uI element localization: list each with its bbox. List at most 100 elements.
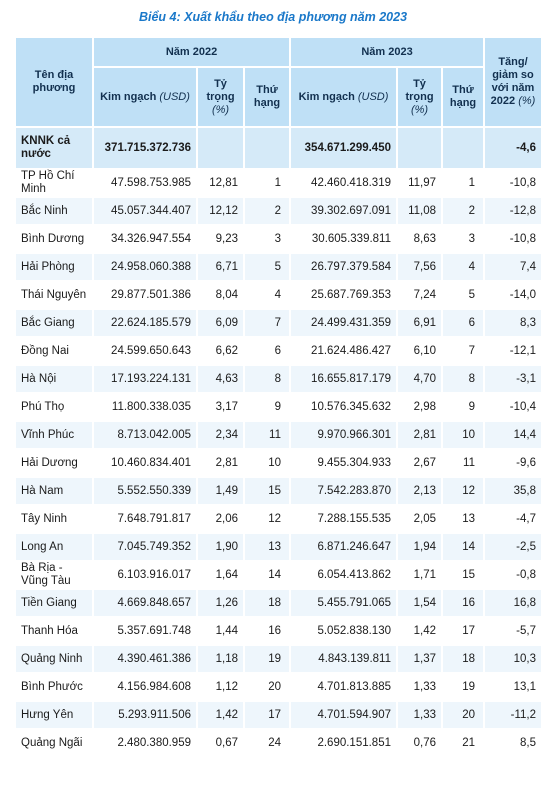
export-value-cell: 5.052.838.130 <box>289 616 398 646</box>
rank-cell: 10 <box>441 420 485 450</box>
table-row: Hà Nội 17.193.224.131 4,63 8 16.655.817.179 4… <box>14 364 543 394</box>
rank-cell: 20 <box>441 700 485 730</box>
title: Biểu 4: Xuất khẩu theo địa phương năm 20… <box>138 10 408 24</box>
table-row: TP Hồ Chí Minh 47.598.753.985 12,81 1 42.460… <box>14 168 543 198</box>
header-unit: (%) <box>211 103 230 116</box>
share-cell: 2,98 <box>396 392 443 422</box>
export-value-cell: 2.480.380.959 <box>92 728 198 758</box>
export-value-cell: 4.701.594.907 <box>289 700 398 730</box>
region-cell: Hưng Yên <box>14 700 94 730</box>
change-cell: -10,4 <box>483 392 543 422</box>
table-row: Bình Phước 4.156.984.608 1,12 20 4.701.813.8… <box>14 672 543 702</box>
change-cell: -4,7 <box>483 504 543 534</box>
export-value-cell: 2.690.151.851 <box>289 728 398 758</box>
table-body: KNNK cả nước 371.715.372.736 354.671.299.4… <box>14 126 543 758</box>
export-value-cell: 5.293.911.506 <box>92 700 198 730</box>
rank-cell: 10 <box>243 448 291 478</box>
change-cell: -12,8 <box>483 196 543 226</box>
share-cell: 1,54 <box>396 588 443 618</box>
change-cell: -14,0 <box>483 280 543 310</box>
rank-cell: 19 <box>441 672 485 702</box>
share-cell: 1,26 <box>196 588 245 618</box>
export-value-cell: 16.655.817.179 <box>289 364 398 394</box>
export-value-cell: 34.326.947.554 <box>92 224 198 254</box>
share-cell: 1,42 <box>196 700 245 730</box>
header-share: Tỷ trọng (%) <box>396 66 443 128</box>
header-share: Tỷ trọng (%) <box>196 66 245 128</box>
rank-cell: 14 <box>441 532 485 562</box>
region-cell: Hải Phòng <box>14 252 94 282</box>
change-cell: -9,6 <box>483 448 543 478</box>
table-row: Bình Dương 34.326.947.554 9,23 3 30.605.339.… <box>14 224 543 254</box>
share-cell: 4,70 <box>396 364 443 394</box>
change-cell: -10,8 <box>483 224 543 254</box>
rank-cell: 18 <box>243 588 291 618</box>
share-cell: 1,42 <box>396 616 443 646</box>
rank-cell: 11 <box>441 448 485 478</box>
region-cell: Hà Nam <box>14 476 94 506</box>
rank-cell: 1 <box>243 168 291 198</box>
export-value-cell: 17.193.224.131 <box>92 364 198 394</box>
share-cell: 3,17 <box>196 392 245 422</box>
share-cell: 8,04 <box>196 280 245 310</box>
rank-cell: 14 <box>243 560 291 590</box>
region-cell: Hà Nội <box>14 364 94 394</box>
change-cell: 16,8 <box>483 588 543 618</box>
region-cell: Hải Dương <box>14 448 94 478</box>
export-value-cell: 29.877.501.386 <box>92 280 198 310</box>
share-cell: 11,08 <box>396 196 443 226</box>
export-value-cell: 11.800.338.035 <box>92 392 198 422</box>
table-row: Đồng Nai 24.599.650.643 6,62 6 21.624.486.42… <box>14 336 543 366</box>
rank-cell: 17 <box>441 616 485 646</box>
share-cell: 9,23 <box>196 224 245 254</box>
rank-cell: 11 <box>243 420 291 450</box>
share-cell: 2,05 <box>396 504 443 534</box>
share-cell: 2,67 <box>396 448 443 478</box>
change-cell: -0,8 <box>483 560 543 590</box>
table-row: Long An 7.045.749.352 1,90 13 6.871.246.647 1… <box>14 532 543 562</box>
table-row: Tiền Giang 4.669.848.657 1,26 18 5.455.791.0… <box>14 588 543 618</box>
region-cell: Thanh Hóa <box>14 616 94 646</box>
export-value-cell: 10.576.345.632 <box>289 392 398 422</box>
share-cell: 6,71 <box>196 252 245 282</box>
share-cell: 6,62 <box>196 336 245 366</box>
rank-cell: 16 <box>243 616 291 646</box>
rank-cell: 17 <box>243 700 291 730</box>
export-value-cell: 6.054.413.862 <box>289 560 398 590</box>
share-cell: 1,44 <box>196 616 245 646</box>
rank-cell: 7 <box>243 308 291 338</box>
table-row: Bà Rịa - Vũng Tàu 6.103.916.017 1,64 14 6.05… <box>14 560 543 590</box>
rank-cell: 3 <box>243 224 291 254</box>
export-value-cell: 7.648.791.817 <box>92 504 198 534</box>
export-value-cell: 30.605.339.811 <box>289 224 398 254</box>
header-unit: (%) <box>518 95 536 107</box>
share-cell: 2,06 <box>196 504 245 534</box>
rank-cell: 3 <box>441 224 485 254</box>
header-text: Kim ngạch <box>298 90 355 103</box>
change-cell: -12,1 <box>483 336 543 366</box>
share-cell: 2,34 <box>196 420 245 450</box>
rank-cell: 20 <box>243 672 291 702</box>
share-cell: 1,37 <box>396 644 443 674</box>
share-cell: 12,12 <box>196 196 245 226</box>
region-cell: Quảng Ninh <box>14 644 94 674</box>
table-row: Hưng Yên 5.293.911.506 1,42 17 4.701.594.907… <box>14 700 543 730</box>
header-name: Tên địa phương <box>14 36 94 128</box>
export-value-cell: 371.715.372.736 <box>92 126 198 170</box>
export-value-cell: 6.103.916.017 <box>92 560 198 590</box>
region-cell: Bình Dương <box>14 224 94 254</box>
share-cell: 2,13 <box>396 476 443 506</box>
table-row: Quảng Ngãi 2.480.380.959 0,67 24 2.690.151.8… <box>14 728 543 758</box>
share-cell: 1,71 <box>396 560 443 590</box>
rank-cell: 4 <box>243 280 291 310</box>
header-unit: (%) <box>410 103 429 116</box>
header-text: Tăng/ giảm so với năm 2022 <box>490 56 535 107</box>
table-row: Thái Nguyên 29.877.501.386 8,04 4 25.687.769… <box>14 280 543 310</box>
rank-cell: 18 <box>441 644 485 674</box>
export-value-cell: 354.671.299.450 <box>289 126 398 170</box>
header-change: Tăng/ giảm so với năm 2022 (%) <box>483 36 543 128</box>
share-cell: 6,91 <box>396 308 443 338</box>
region-cell: Bắc Giang <box>14 308 94 338</box>
export-value-cell: 4.390.461.386 <box>92 644 198 674</box>
rank-cell: 16 <box>441 588 485 618</box>
